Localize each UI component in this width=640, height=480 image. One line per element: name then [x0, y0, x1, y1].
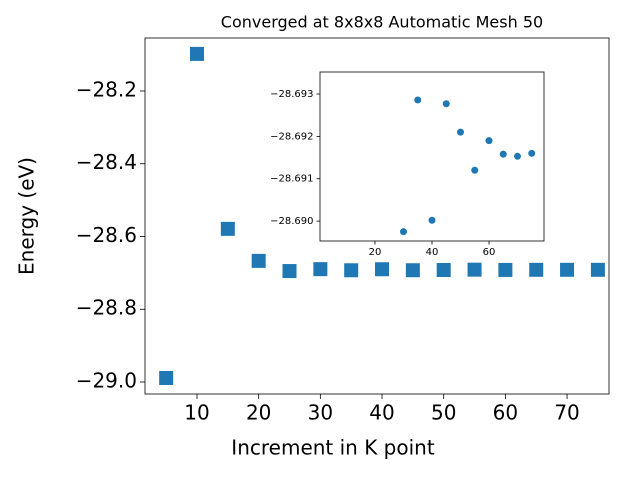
axes-frame	[144, 37, 610, 395]
marker	[428, 216, 436, 224]
x-tick-label: 30	[308, 401, 333, 425]
marker	[456, 128, 464, 136]
x-tick-label: 60	[483, 247, 496, 258]
plot	[400, 96, 536, 236]
y-tick-label: −28.2	[76, 77, 137, 101]
x-axis-label: Increment in K point	[231, 436, 435, 460]
marker	[282, 264, 297, 279]
marker	[528, 149, 536, 157]
y-axis-label: Energy (eV)	[15, 157, 39, 275]
marker	[590, 262, 605, 277]
marker	[189, 46, 204, 61]
plot-area	[320, 72, 544, 241]
y-tick-label: −28.693	[270, 89, 313, 100]
marker	[414, 96, 422, 104]
marker	[471, 166, 479, 174]
marker	[442, 100, 450, 108]
marker	[485, 137, 493, 145]
x-tick-label: 50	[431, 401, 456, 425]
marker	[405, 263, 420, 278]
marker	[159, 370, 174, 385]
x-tick-label: 20	[246, 401, 271, 425]
marker	[499, 150, 507, 158]
x-tick-label: 70	[554, 401, 579, 425]
y-tick-label: −28.4	[76, 150, 137, 174]
marker	[436, 262, 451, 277]
marker	[400, 228, 408, 236]
y-tick-label: −28.691	[270, 174, 313, 185]
plot	[159, 46, 605, 385]
x-tick-label: 60	[493, 401, 518, 425]
marker	[344, 263, 359, 278]
x-tick-label: 40	[426, 247, 439, 258]
marker	[560, 262, 575, 277]
x-tick-label: 40	[369, 401, 394, 425]
y-tick-label: −28.690	[270, 216, 313, 227]
y-tick-label: −28.8	[76, 296, 137, 320]
marker	[313, 262, 328, 277]
axes-frame	[319, 71, 545, 242]
chart-title: Converged at 8x8x8 Automatic Mesh 50	[221, 13, 543, 32]
marker	[467, 262, 482, 277]
marker	[513, 152, 521, 160]
y-tick-label: −29.0	[76, 368, 137, 392]
marker	[375, 262, 390, 277]
x-tick-label: 10	[184, 401, 209, 425]
marker	[498, 262, 513, 277]
marker	[251, 253, 266, 268]
y-tick-label: −28.6	[76, 223, 137, 247]
x-tick-label: 20	[369, 247, 382, 258]
y-tick-label: −28.692	[270, 131, 313, 142]
marker	[529, 262, 544, 277]
marker	[220, 221, 235, 236]
